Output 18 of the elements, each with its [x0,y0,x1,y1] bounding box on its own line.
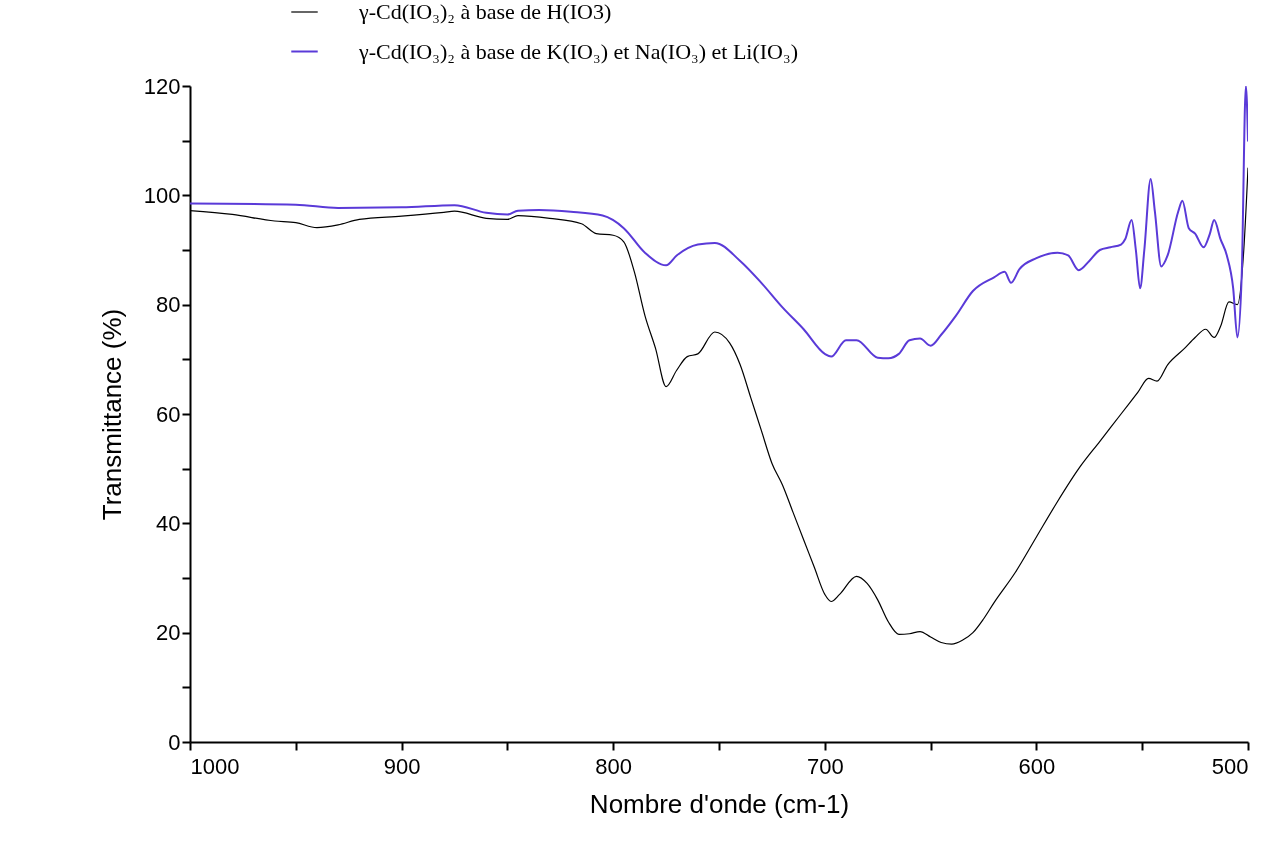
x-tick-label: 500 [1211,753,1249,779]
y-axis-title: Transmittance (%) [96,308,127,521]
y-tick-label: 60 [156,401,181,427]
x-tick-label: 1000 [190,753,240,779]
y-tick-label: 80 [156,292,181,318]
line-series [190,86,1248,360]
x-tick-label: 800 [595,753,633,779]
y-tick-label: 100 [143,182,181,208]
x-tick-label: 700 [806,753,844,779]
legend-label: γ-Cd(IO₃)₂ à base de K(IO₃) et Na(IO₃) et Li(IO₃) [358,38,799,64]
x-axis-title: Nombre d'onde (cm-1) [589,788,850,819]
x-tick-label: 900 [383,753,421,779]
y-tick-label: 120 [143,73,181,99]
y-tick-label: 20 [156,620,181,646]
legend-label: γ-Cd(IO₃)₂ à base de H(IO3) [358,0,612,24]
y-tick-label: 0 [168,729,181,755]
y-tick-label: 40 [156,510,181,536]
x-tick-label: 600 [1018,753,1056,779]
